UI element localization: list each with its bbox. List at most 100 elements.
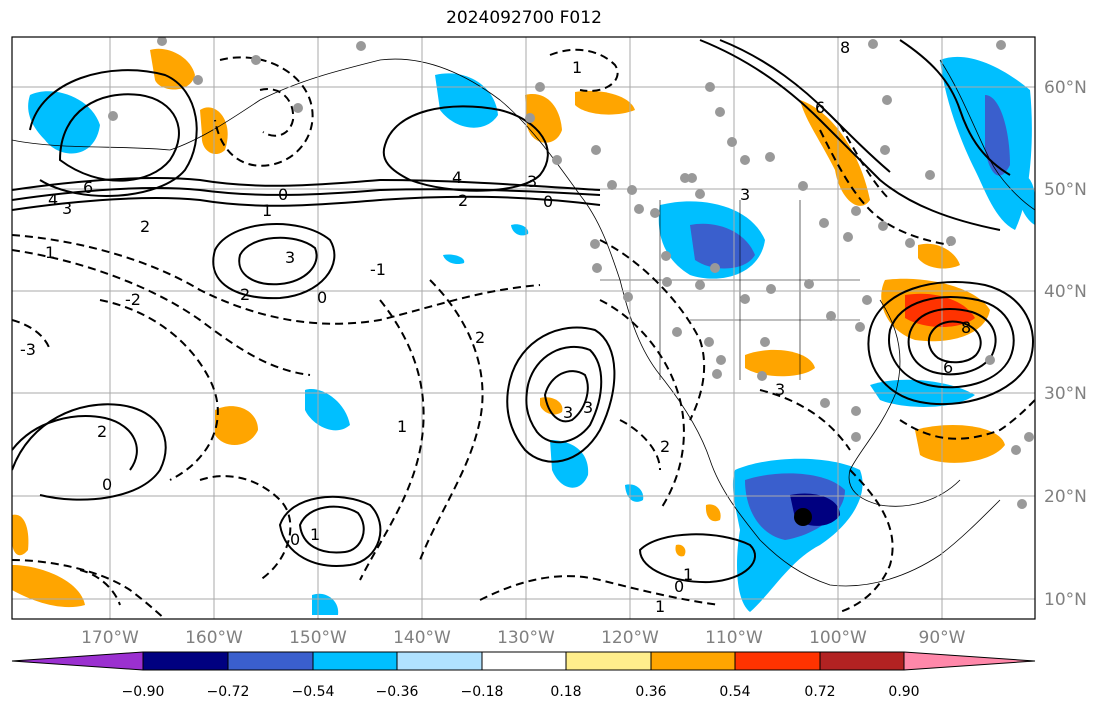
warm-region	[745, 349, 815, 377]
lat-label: 50°N	[1044, 180, 1087, 200]
contour-label: 0	[317, 288, 327, 307]
contour-label: 1	[262, 201, 272, 220]
contour-label: 8	[961, 318, 971, 337]
contour-label: 2	[458, 191, 468, 210]
station-markers	[108, 37, 1034, 509]
contour-label: -2	[125, 290, 141, 309]
contour-label: 1	[45, 243, 55, 262]
warm-region	[575, 90, 635, 115]
lon-label: 170°W	[81, 628, 139, 648]
colorbar-tick-label: −0.36	[376, 684, 419, 700]
storm-center-marker	[794, 508, 812, 526]
cold-region	[985, 95, 1010, 176]
lat-label: 30°N	[1044, 384, 1087, 404]
warm-region	[12, 514, 29, 556]
colorbar-tick-label: 0.54	[719, 684, 750, 700]
contour-label: 2	[97, 422, 107, 441]
contour-label: 8	[840, 38, 850, 57]
lon-label: 120°W	[601, 628, 659, 648]
colorbar-segment	[482, 652, 566, 670]
negative-contours	[12, 48, 1035, 619]
contour-label: 6	[815, 98, 825, 117]
lon-label: 110°W	[705, 628, 763, 648]
contour-label: 2	[240, 285, 250, 304]
colorbar-segment	[651, 652, 735, 670]
colorbar-segment	[313, 652, 397, 670]
colorbar-segment	[820, 652, 904, 670]
warm-region	[800, 100, 870, 206]
lon-label: 90°W	[919, 628, 966, 648]
colorbar-segment	[397, 652, 482, 670]
contour-label: 3	[563, 403, 573, 422]
cold-region	[690, 223, 755, 269]
colorbar-max-arrow	[904, 652, 1035, 670]
colorbar-min-arrow	[12, 652, 143, 670]
lat-label: 10°N	[1044, 590, 1087, 610]
lon-label: 150°W	[289, 628, 347, 648]
contour-label: 3	[527, 172, 537, 191]
warm-region	[525, 94, 562, 143]
colorbar-segment	[735, 652, 820, 670]
contour-label: 1	[310, 525, 320, 544]
lat-label: 40°N	[1044, 282, 1087, 302]
contour-label: 1	[683, 565, 693, 584]
coastlines	[12, 58, 1035, 587]
contour-label: 0	[543, 192, 553, 211]
colorbar-segment	[566, 652, 651, 670]
contour-label: 3	[775, 380, 785, 399]
warm-region	[675, 544, 686, 557]
colorbar: −0.90 −0.72 −0.54 −0.36 −0.18 0.18 0.36 …	[11, 651, 1036, 700]
map-title: 2024092700 F012	[446, 8, 602, 28]
warm-region	[215, 406, 258, 446]
contour-label: -3	[20, 340, 36, 359]
cool-region	[511, 224, 529, 236]
colorbar-tick-label: −0.72	[207, 684, 250, 700]
contour-labels: 6 4 3 2 1 0 1 2 3 -1 -2 -3 0 4 3 2 0 6 8…	[20, 38, 971, 616]
contour-label: 1	[572, 58, 582, 77]
cool-region	[305, 389, 350, 431]
contour-label: 4	[48, 190, 58, 209]
contour-label: 3	[740, 185, 750, 204]
lat-label: 60°N	[1044, 78, 1087, 98]
contour-label: 3	[285, 248, 295, 267]
contour-label: 1	[397, 417, 407, 436]
contour-label: 6	[943, 358, 953, 377]
contour-label: 0	[102, 475, 112, 494]
lon-label: 140°W	[393, 628, 451, 648]
map-frame	[11, 36, 1036, 620]
colorbar-segment	[228, 652, 313, 670]
warm-region	[918, 243, 960, 269]
lon-label: 130°W	[497, 628, 555, 648]
cool-region	[1015, 173, 1035, 225]
colorbar-tick-labels: −0.90 −0.72 −0.54 −0.36 −0.18 0.18 0.36 …	[122, 684, 920, 700]
colorbar-tick-label: 0.72	[804, 684, 835, 700]
contour-label: 0	[674, 577, 684, 596]
contour-label: 6	[83, 178, 93, 197]
contour-label: 0	[278, 185, 288, 204]
warm-region	[915, 425, 1005, 463]
contour-label: 3	[583, 398, 593, 417]
contour-label: 3	[62, 199, 72, 218]
colorbar-tick-label: 0.18	[550, 684, 581, 700]
lon-label: 160°W	[185, 628, 243, 648]
colorbar-dividers	[142, 652, 905, 670]
colorbar-segment	[143, 652, 228, 670]
lon-label: 100°W	[809, 628, 867, 648]
colorbar-tick-label: −0.18	[461, 684, 504, 700]
cool-region	[443, 254, 465, 265]
gridlines	[12, 37, 1035, 619]
cool-region	[550, 440, 589, 488]
latitude-labels: 10°N 20°N 30°N 40°N 50°N 60°N	[1044, 78, 1087, 610]
contour-label: -1	[370, 260, 386, 279]
lat-label: 20°N	[1044, 487, 1087, 507]
warm-region	[705, 504, 721, 522]
colorbar-tick-label: 0.90	[888, 684, 919, 700]
contour-label: 4	[452, 168, 462, 187]
longitude-labels: 170°W 160°W 150°W 140°W 130°W 120°W 110°…	[81, 628, 966, 648]
cool-region	[28, 91, 100, 154]
colorbar-tick-label: −0.90	[122, 684, 165, 700]
colorbar-tick-label: 0.36	[635, 684, 666, 700]
colorbar-tick-label: −0.54	[292, 684, 335, 700]
warm-region	[12, 565, 85, 608]
